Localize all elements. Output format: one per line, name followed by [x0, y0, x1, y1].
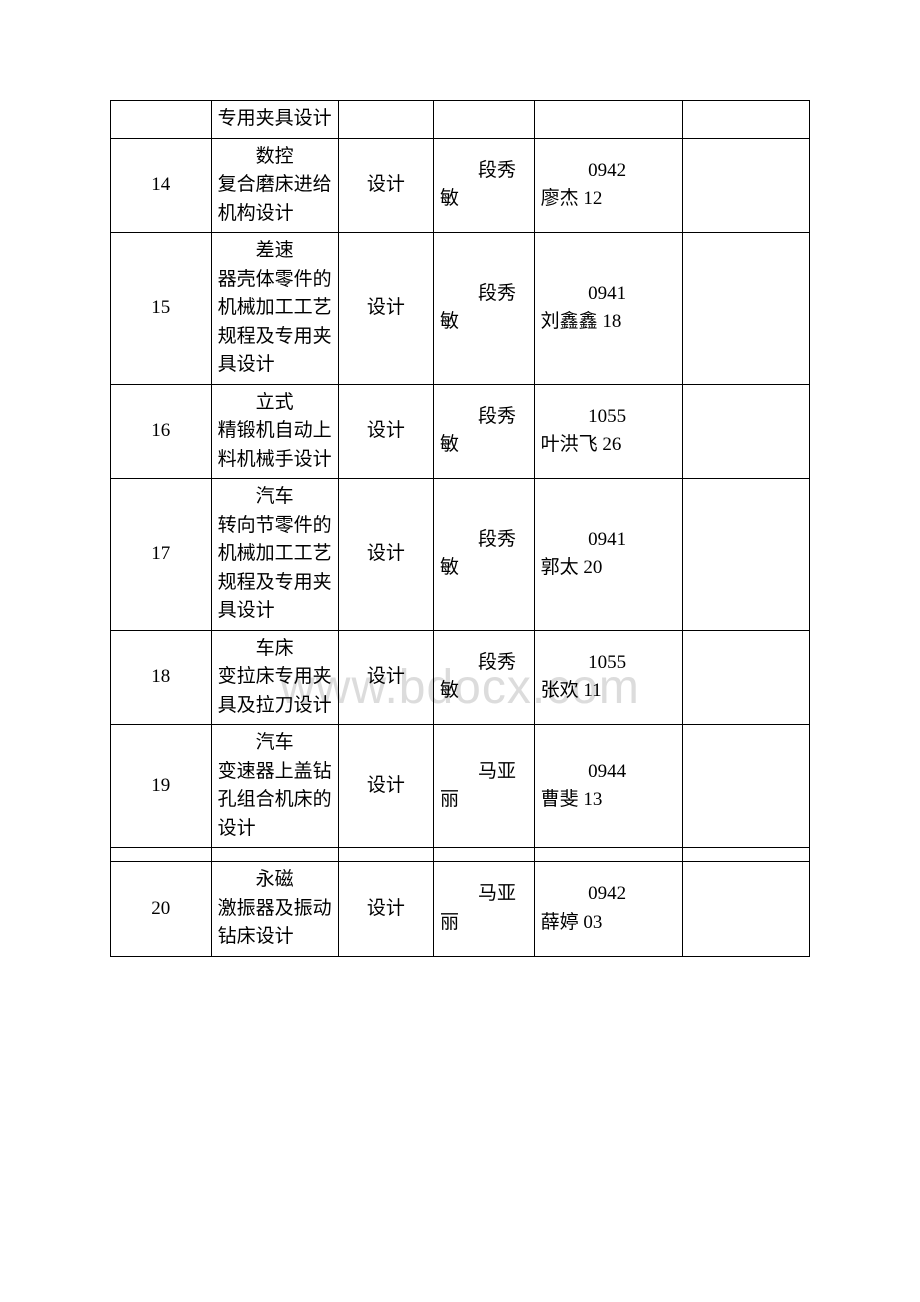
- cell-student: 0944曹斐 13: [534, 725, 682, 848]
- cell-blank: [682, 725, 809, 848]
- cell-type: [338, 101, 433, 139]
- table-row: 15 差速器壳体零件的机械加工工艺规程及专用夹具设计 设计 段秀敏 0941刘鑫…: [111, 233, 810, 385]
- cell-blank: [211, 848, 338, 862]
- cell-student: 0941郭太 20: [534, 479, 682, 631]
- cell-blank: [434, 848, 535, 862]
- cell-student: 1055叶洪飞 26: [534, 384, 682, 479]
- cell-blank: [682, 138, 809, 233]
- cell-index: 19: [111, 725, 212, 848]
- cell-type: 设计: [338, 630, 433, 725]
- cell-advisor: 段秀敏: [434, 479, 535, 631]
- cell-blank: [682, 630, 809, 725]
- cell-blank: [682, 384, 809, 479]
- cell-blank: [682, 233, 809, 385]
- cell-index: 20: [111, 862, 212, 957]
- table-row: 14 数控复合磨床进给机构设计 设计 段秀敏 0942廖杰 12: [111, 138, 810, 233]
- cell-blank: [682, 479, 809, 631]
- cell-type: 设计: [338, 138, 433, 233]
- cell-index: 14: [111, 138, 212, 233]
- document-page: www.bdocx.com 专用夹具设计 14 数控复合磨床进给机构设计 设计: [0, 100, 920, 957]
- table-row: 19 汽车变速器上盖钻孔组合机床的设计 设计 马亚丽 0944曹斐 13: [111, 725, 810, 848]
- cell-title: 数控复合磨床进给机构设计: [211, 138, 338, 233]
- cell-advisor: 段秀敏: [434, 630, 535, 725]
- cell-index: 17: [111, 479, 212, 631]
- data-table: 专用夹具设计 14 数控复合磨床进给机构设计 设计 段秀敏 0942廖杰 12: [110, 100, 810, 957]
- cell-advisor: 段秀敏: [434, 138, 535, 233]
- cell-advisor: 段秀敏: [434, 384, 535, 479]
- table-row: 17 汽车转向节零件的机械加工工艺规程及专用夹具设计 设计 段秀敏 0941郭太…: [111, 479, 810, 631]
- cell-title: 汽车转向节零件的机械加工工艺规程及专用夹具设计: [211, 479, 338, 631]
- cell-title: 差速器壳体零件的机械加工工艺规程及专用夹具设计: [211, 233, 338, 385]
- cell-student: [534, 101, 682, 139]
- cell-title: 汽车变速器上盖钻孔组合机床的设计: [211, 725, 338, 848]
- table-row: 20 永磁激振器及振动钻床设计 设计 马亚丽 0942薛婷 03: [111, 862, 810, 957]
- cell-index: 16: [111, 384, 212, 479]
- cell-blank: [682, 101, 809, 139]
- cell-title: 立式精锻机自动上料机械手设计: [211, 384, 338, 479]
- cell-index: 15: [111, 233, 212, 385]
- cell-blank: [682, 862, 809, 957]
- cell-blank: [534, 848, 682, 862]
- cell-advisor: 马亚丽: [434, 725, 535, 848]
- cell-type: 设计: [338, 233, 433, 385]
- cell-student: 0942廖杰 12: [534, 138, 682, 233]
- cell-type: 设计: [338, 479, 433, 631]
- cell-blank: [682, 848, 809, 862]
- table-row: 18 车床变拉床专用夹具及拉刀设计 设计 段秀敏 1055张欢 11: [111, 630, 810, 725]
- cell-advisor: 马亚丽: [434, 862, 535, 957]
- cell-advisor: 段秀敏: [434, 233, 535, 385]
- cell-title: 车床变拉床专用夹具及拉刀设计: [211, 630, 338, 725]
- cell-type: 设计: [338, 384, 433, 479]
- cell-index: 18: [111, 630, 212, 725]
- cell-student: 1055张欢 11: [534, 630, 682, 725]
- spacer-row: [111, 848, 810, 862]
- table-container: 专用夹具设计 14 数控复合磨床进给机构设计 设计 段秀敏 0942廖杰 12: [0, 100, 920, 957]
- cell-index: [111, 101, 212, 139]
- cell-title: 永磁激振器及振动钻床设计: [211, 862, 338, 957]
- table-row: 专用夹具设计: [111, 101, 810, 139]
- cell-title: 专用夹具设计: [211, 101, 338, 139]
- cell-type: 设计: [338, 862, 433, 957]
- cell-student: 0941刘鑫鑫 18: [534, 233, 682, 385]
- cell-student: 0942薛婷 03: [534, 862, 682, 957]
- cell-blank: [111, 848, 212, 862]
- cell-advisor: [434, 101, 535, 139]
- table-row: 16 立式精锻机自动上料机械手设计 设计 段秀敏 1055叶洪飞 26: [111, 384, 810, 479]
- cell-blank: [338, 848, 433, 862]
- cell-type: 设计: [338, 725, 433, 848]
